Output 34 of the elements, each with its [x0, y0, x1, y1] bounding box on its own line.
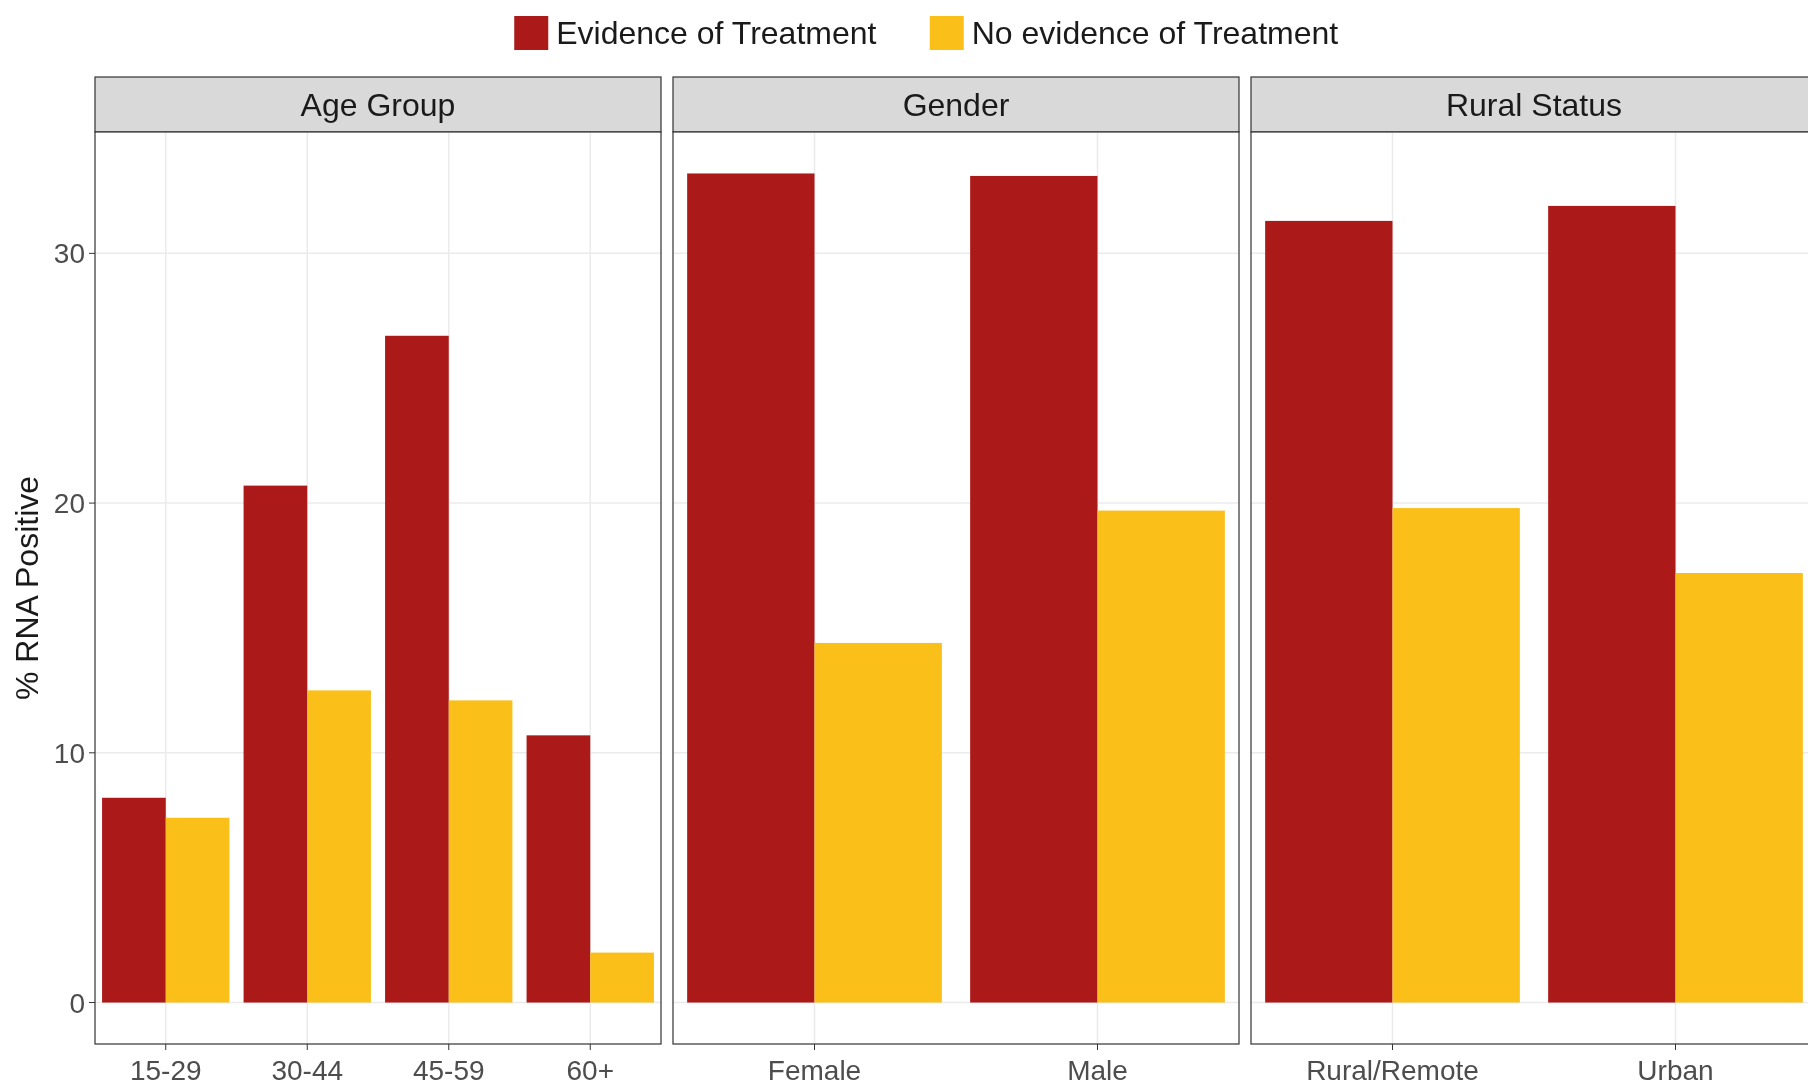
bar	[590, 952, 654, 1003]
bar	[385, 335, 449, 1003]
bar	[1392, 508, 1520, 1003]
x-tick-label: Female	[767, 1055, 862, 1086]
x-tick-label: 45-59	[412, 1055, 485, 1086]
bar	[165, 817, 230, 1003]
y-tick-label: 0	[69, 987, 85, 1019]
bar	[1675, 573, 1803, 1003]
bar	[448, 700, 513, 1003]
legend-label: No evidence of Treatment	[971, 15, 1339, 51]
y-tick-label: 10	[53, 737, 85, 769]
chart-title: Rural Status	[1445, 86, 1623, 123]
chart-title: Gender	[902, 86, 1010, 123]
bar	[526, 735, 591, 1003]
chart-title: Age Group	[300, 86, 456, 123]
x-tick-label: 15-29	[129, 1055, 202, 1086]
x-tick-label: Male	[1067, 1055, 1128, 1086]
x-tick-label: Rural/Remote	[1306, 1055, 1479, 1086]
bar	[814, 642, 942, 1003]
bar	[243, 485, 308, 1003]
bar	[1097, 510, 1225, 1003]
y-tick-label: 30	[53, 238, 85, 270]
legend-label: Evidence of Treatment	[556, 15, 877, 51]
x-tick-label: 30-44	[271, 1055, 344, 1086]
y-axis-title: % RNA Positive	[9, 475, 45, 701]
x-tick-label: 60+	[566, 1055, 614, 1086]
bar	[1548, 205, 1676, 1003]
bar	[1265, 220, 1393, 1003]
x-tick-label: Urban	[1637, 1055, 1714, 1086]
bar	[970, 175, 1098, 1003]
y-tick-label: 20	[53, 488, 85, 520]
bar	[307, 690, 371, 1003]
bar	[687, 173, 815, 1003]
bar	[102, 797, 166, 1003]
